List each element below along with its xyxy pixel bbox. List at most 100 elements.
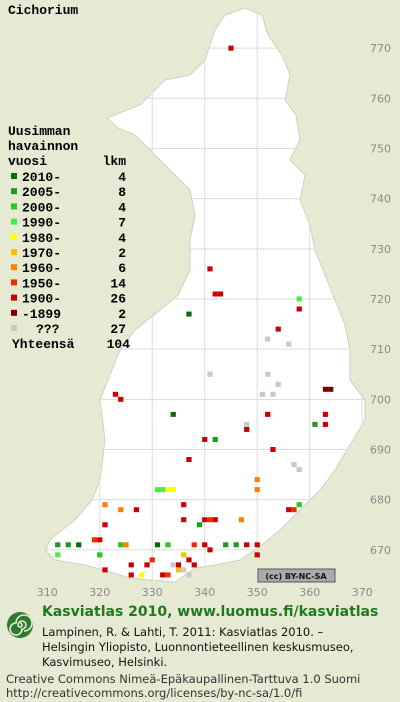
species-title: Cichorium xyxy=(8,3,78,18)
observation-square xyxy=(181,567,187,573)
observation-square xyxy=(328,386,334,392)
observation-square xyxy=(207,547,213,553)
observation-square xyxy=(191,542,197,548)
legend-heading: vuosi xyxy=(8,154,47,169)
observation-square xyxy=(296,296,302,302)
observation-square xyxy=(160,487,166,493)
x-tick-label: 320 xyxy=(89,586,110,599)
observation-square xyxy=(233,542,239,548)
legend-swatch xyxy=(11,249,17,255)
observation-square xyxy=(312,421,318,427)
observation-square xyxy=(275,326,281,332)
observation-square xyxy=(191,562,197,568)
observation-square xyxy=(97,552,103,558)
observation-square xyxy=(212,436,218,442)
observation-square xyxy=(97,537,103,543)
observation-square xyxy=(118,507,124,513)
observation-square xyxy=(202,517,208,523)
y-tick-label: 770 xyxy=(370,42,391,55)
footer: Kasviatlas 2010, www.luomus.fi/kasviatla… xyxy=(6,604,378,700)
observation-square xyxy=(244,421,250,427)
legend-count: 27 xyxy=(110,322,126,337)
observation-square xyxy=(296,306,302,312)
legend-swatch xyxy=(11,325,17,331)
citation-line: Helsingin Yliopisto, Luonnontieteellinen… xyxy=(42,640,354,654)
observation-square xyxy=(149,557,155,563)
observation-squares xyxy=(55,45,334,578)
x-tick-label: 340 xyxy=(194,586,215,599)
observation-square xyxy=(144,562,150,568)
observation-square xyxy=(170,487,176,493)
observation-square xyxy=(223,542,229,548)
observation-square xyxy=(254,477,260,483)
observation-square xyxy=(202,542,208,548)
observation-square xyxy=(217,291,224,297)
observation-square xyxy=(254,542,260,548)
legend-count: 7 xyxy=(118,216,126,231)
observation-square xyxy=(322,411,329,417)
legend-label: 1960- xyxy=(22,261,61,276)
observation-square xyxy=(275,381,281,387)
observation-square xyxy=(254,487,260,493)
observation-square xyxy=(265,336,271,342)
site-title: Kasviatlas 2010, www.luomus.fi/kasviatla… xyxy=(42,604,378,620)
observation-square xyxy=(322,421,329,427)
legend-label: 2005- xyxy=(22,185,61,200)
legend-swatch xyxy=(11,264,17,271)
legend-swatch xyxy=(11,188,17,195)
citation-line: Lampinen, R. & Lahti, T. 2011: Kasviatla… xyxy=(42,625,324,639)
observation-square xyxy=(170,562,176,568)
observation-square xyxy=(228,45,234,51)
total-value: 104 xyxy=(107,337,131,352)
total-label: Yhteensä xyxy=(12,337,75,352)
legend-label: 1970- xyxy=(22,246,61,261)
x-tick-label: 370 xyxy=(352,586,373,599)
observation-square xyxy=(128,562,134,568)
legend-count: 8 xyxy=(118,185,126,200)
observation-square xyxy=(296,502,302,508)
legend-count: 2 xyxy=(118,246,126,261)
legend-count: 26 xyxy=(110,292,126,307)
legend-count: 4 xyxy=(118,200,126,215)
observation-square xyxy=(55,542,61,548)
legend-label: -1899 xyxy=(22,307,61,322)
y-tick-label: 710 xyxy=(370,343,391,356)
observation-square xyxy=(165,542,171,548)
observation-square xyxy=(207,266,213,272)
observation-square xyxy=(296,467,302,473)
legend-count: 4 xyxy=(118,170,126,185)
logo-swirl xyxy=(9,614,33,636)
observation-square xyxy=(186,572,192,578)
axis-labels: 310 320 330 340 350 360 370 670 680 690 700 710 720 7… xyxy=(37,42,391,599)
logo xyxy=(7,612,33,638)
observation-square xyxy=(65,542,71,548)
license-line: http://creativecommons.org/licenses/by-n… xyxy=(6,686,302,700)
observation-square xyxy=(154,542,161,548)
observation-square xyxy=(212,291,218,297)
legend-count: 2 xyxy=(118,307,126,322)
legend-label: 1950- xyxy=(22,276,61,291)
legend-count: 14 xyxy=(110,276,126,291)
observation-square xyxy=(102,522,108,528)
badge-text: (cc) BY-NC-SA xyxy=(265,572,327,581)
legend: Uusimman havainnon vuosi lkm Yhteensä 10… xyxy=(8,124,130,352)
observation-square xyxy=(102,502,108,508)
legend-swatch xyxy=(11,173,17,179)
observation-square xyxy=(265,411,271,417)
y-tick-label: 680 xyxy=(370,494,391,507)
y-tick-label: 760 xyxy=(370,92,391,105)
observation-square xyxy=(102,567,108,573)
observation-square xyxy=(238,517,245,523)
license-badge: (cc) BY-NC-SA xyxy=(257,568,336,583)
y-tick-label: 690 xyxy=(370,443,391,456)
legend-count: 4 xyxy=(118,231,126,246)
y-tick-label: 730 xyxy=(370,243,391,256)
observation-square xyxy=(128,572,134,578)
logo-disc xyxy=(7,612,33,638)
x-tick-label: 310 xyxy=(37,586,58,599)
observation-square xyxy=(186,457,192,463)
observation-square xyxy=(175,567,182,573)
observation-square xyxy=(133,507,140,513)
legend-swatch xyxy=(11,203,17,210)
